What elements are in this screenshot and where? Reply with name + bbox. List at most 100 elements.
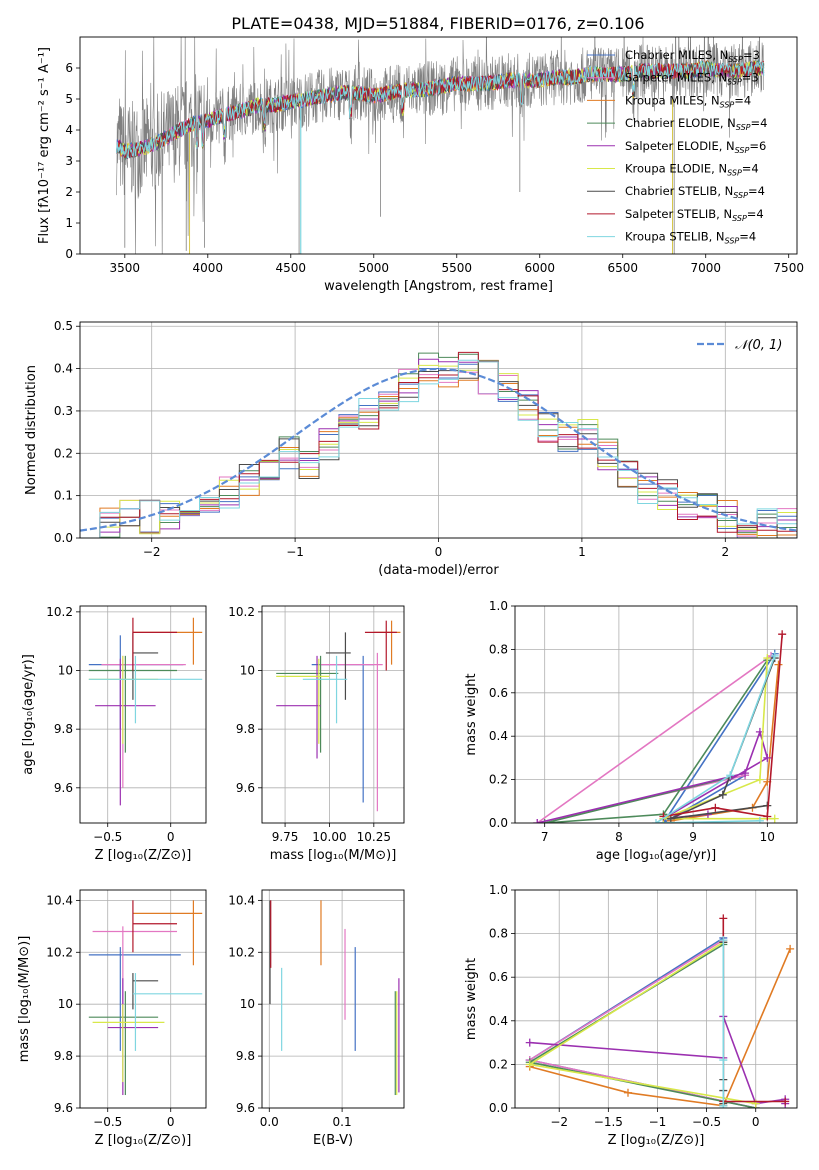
legend-entry: Kroupa MILES, NSSP=4 xyxy=(625,93,751,109)
x-tick-label: 9 xyxy=(689,830,697,844)
y-axis-label: age [log₁₀(age/yr)] xyxy=(21,654,36,775)
weight-marker xyxy=(726,771,735,780)
y-tick-label: 0.0 xyxy=(54,531,73,545)
y-tick-label: 6 xyxy=(65,61,73,75)
y-tick-label: 9.6 xyxy=(236,1101,255,1115)
y-tick-label: 4 xyxy=(65,123,73,137)
x-tick-label: 0.0 xyxy=(260,1115,279,1129)
weight-line xyxy=(663,634,783,818)
x-axis-label: wavelength [Angstrom, rest frame] xyxy=(324,279,553,294)
legend-text: Kroupa ELODIE, N xyxy=(625,162,727,176)
weight-line xyxy=(654,655,776,823)
weight-line xyxy=(527,939,756,1108)
y-tick-label: 0.2 xyxy=(489,773,508,787)
y-tick-label: 0.4 xyxy=(489,1014,508,1028)
x-tick-label: −2 xyxy=(550,1115,568,1129)
y-tick-label: 0.0 xyxy=(489,816,508,830)
x-tick-label: 0.1 xyxy=(333,1115,352,1129)
y-axis-label: mass weight xyxy=(464,673,479,755)
y-tick-label: 1 xyxy=(65,216,73,230)
y-tick-label: 9.6 xyxy=(54,1101,73,1115)
x-tick-label: −0.5 xyxy=(93,1115,122,1129)
legend-subscript: SSP xyxy=(720,100,735,109)
x-tick-label: 0 xyxy=(752,1115,760,1129)
axes-frame xyxy=(514,889,798,1109)
legend-subscript: SSP xyxy=(728,55,743,64)
legend-subscript: SSP xyxy=(727,169,742,178)
figure-title: PLATE=0438, MJD=51884, FIBERID=0176, z=0… xyxy=(231,14,644,33)
y-tick-label: 0.3 xyxy=(54,404,73,418)
x-axis-label: age [log₁₀(age/yr)] xyxy=(596,848,717,863)
age-vs-Z-panel: −0.5 0 9.6 9.8 10 10.2 Z [log₁₀(Z/Z⊙)] age [log… xyxy=(21,605,207,863)
x-tick-label: 7 xyxy=(541,830,549,844)
massweight-vs-age-panel: 7 8 9 10 0.0 0.2 0.4 0.6 0.8 1.0 age [log₁₀(age/yr… xyxy=(464,599,798,863)
x-axis-label: Z [log₁₀(Z/Z⊙)] xyxy=(95,1133,192,1148)
spectrum-model-trace xyxy=(116,60,765,159)
axes-frame xyxy=(261,605,405,824)
weight-marker xyxy=(770,814,779,823)
y-tick-label: 10 xyxy=(58,997,73,1011)
spectrum-data-trace xyxy=(116,37,764,254)
weight-line xyxy=(662,653,776,823)
legend-text: Salpeter ELODIE, N xyxy=(625,139,735,153)
legend-subscript: SSP xyxy=(735,146,750,155)
y-tick-label: 10 xyxy=(240,664,255,678)
legend-text: Salpeter STELIB, N xyxy=(625,207,732,221)
weight-marker xyxy=(719,1101,728,1108)
legend-text: =6 xyxy=(749,139,766,153)
x-tick-label: 7000 xyxy=(690,261,721,275)
mass-vs-Z-marks xyxy=(88,900,203,1096)
x-tick-label: 10 xyxy=(760,830,775,844)
spectrum-model-trace xyxy=(116,60,765,159)
x-tick-label: 6000 xyxy=(524,261,555,275)
weight-marker xyxy=(786,944,795,953)
weight-marker xyxy=(623,1088,632,1097)
x-axis-label: Z [log₁₀(Z/Z⊙)] xyxy=(608,1133,705,1148)
y-tick-label: 5 xyxy=(65,92,73,106)
y-tick-label: 0.4 xyxy=(54,362,73,376)
massweight-vs-age-marks xyxy=(533,630,787,823)
y-tick-label: 10.2 xyxy=(46,605,73,619)
legend-entry: Salpeter MILES, NSSP=3 xyxy=(625,71,759,87)
weight-line xyxy=(529,948,791,1107)
x-tick-label: 2 xyxy=(721,545,729,559)
x-tick-label: 5000 xyxy=(358,261,389,275)
weight-marker xyxy=(719,1056,728,1065)
legend-text: =4 xyxy=(742,162,759,176)
spectrum-model-trace xyxy=(116,60,765,159)
residuals-panel: −2 −1 0 1 2 0.0 0.1 0.2 0.3 0.4 0.5 (data-model)/er… xyxy=(24,319,798,578)
y-tick-label: 9.6 xyxy=(54,781,73,795)
legend-entry: Kroupa ELODIE, NSSP=4 xyxy=(625,162,759,178)
weight-marker xyxy=(525,1060,534,1069)
axes-frame xyxy=(514,605,798,824)
axes-frame xyxy=(79,36,798,255)
x-tick-label: 4000 xyxy=(193,261,224,275)
weight-marker xyxy=(719,914,728,923)
x-tick-label: 7500 xyxy=(773,261,804,275)
y-tick-label: 10 xyxy=(240,997,255,1011)
y-tick-label: 0.2 xyxy=(489,1057,508,1071)
y-tick-label: 9.8 xyxy=(236,722,255,736)
weight-marker xyxy=(781,1097,790,1106)
weight-marker xyxy=(763,812,772,821)
x-tick-label: 10.25 xyxy=(357,830,391,844)
legend-text: Chabrier STELIB, N xyxy=(625,184,733,198)
y-tick-label: 2 xyxy=(65,185,73,199)
x-tick-label: 5500 xyxy=(441,261,472,275)
y-axis-label: mass weight xyxy=(464,958,479,1040)
age-vs-Z-marks xyxy=(88,617,203,806)
y-tick-label: 0.8 xyxy=(489,927,508,941)
legend-entry: Chabrier MILES, NSSP=3 xyxy=(625,48,760,64)
y-tick-label: 9.6 xyxy=(236,781,255,795)
legend-subscript: SSP xyxy=(727,78,742,87)
y-tick-label: 0.5 xyxy=(54,319,73,333)
legend-text: Chabrier ELODIE, N xyxy=(625,116,736,130)
x-tick-label: −0.5 xyxy=(692,1115,721,1129)
legend-entry: 𝒩(0, 1) xyxy=(735,338,782,353)
axes-frame xyxy=(79,321,798,539)
x-axis-label: mass [log₁₀(M/M⊙)] xyxy=(270,848,397,863)
weight-marker xyxy=(763,654,772,663)
legend-subscript: SSP xyxy=(736,123,751,132)
y-tick-label: 0.2 xyxy=(54,446,73,460)
x-tick-label: −0.5 xyxy=(93,830,122,844)
